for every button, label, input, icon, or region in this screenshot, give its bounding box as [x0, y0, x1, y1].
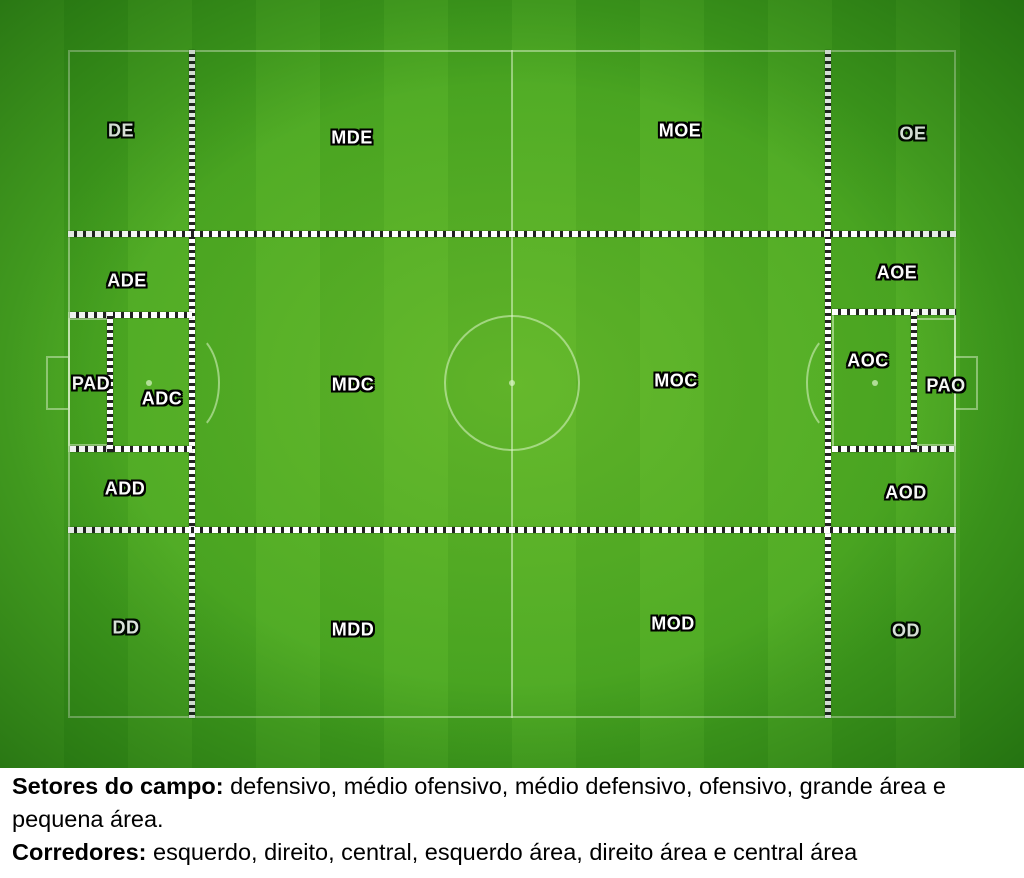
divider-right-vertical: [825, 50, 831, 718]
zone-label-dd: DD: [112, 617, 140, 638]
caption-sectors: Setores do campo: defensivo, médio ofens…: [12, 770, 1016, 836]
left-penalty-arc: [150, 330, 220, 436]
divider-right-goal-area: [911, 312, 917, 452]
zone-label-de: DE: [107, 120, 135, 141]
divider-left-area-bottom: [70, 446, 192, 452]
right-goal: [954, 356, 978, 410]
left-goal: [46, 356, 70, 410]
football-field: DE MDE MOE OE ADE AOE PAD ADC MDC MOC AO…: [0, 0, 1024, 768]
zone-label-mdc: MDC: [331, 374, 375, 395]
zone-label-od: OD: [892, 620, 920, 641]
caption-sectors-title: Setores do campo:: [12, 773, 224, 799]
zone-label-oe: OE: [899, 123, 927, 144]
left-penalty-spot: [146, 380, 152, 386]
divider-left-goal-area: [107, 312, 113, 452]
divider-top-horizontal: [68, 231, 956, 237]
center-spot: [509, 380, 515, 386]
caption-corridors: Corredores: esquerdo, direito, central, …: [12, 836, 1016, 869]
zone-label-pad: PAD: [71, 373, 111, 394]
zone-label-aoc: AOC: [847, 350, 889, 371]
zone-label-adc: ADC: [141, 388, 183, 409]
zone-label-pao: PAO: [926, 375, 966, 396]
zone-label-mde: MDE: [331, 127, 373, 148]
right-penalty-arc: [806, 330, 876, 436]
caption-corridors-text: esquerdo, direito, central, esquerdo áre…: [146, 839, 858, 865]
divider-left-area-top: [70, 312, 192, 318]
zone-label-mod: MOD: [651, 613, 695, 634]
zone-label-aod: AOD: [885, 482, 927, 503]
zone-label-ade: ADE: [107, 270, 147, 291]
zone-label-aoe: AOE: [876, 262, 918, 283]
divider-left-vertical: [189, 50, 195, 718]
caption-sectors-text: defensivo, médio ofensivo, médio defensi…: [12, 773, 946, 832]
center-circle: [444, 315, 580, 451]
zone-label-mdd: MDD: [331, 619, 375, 640]
zone-label-moe: MOE: [658, 120, 702, 141]
zone-label-add: ADD: [104, 478, 146, 499]
right-penalty-spot: [872, 380, 878, 386]
zone-label-moc: MOC: [654, 370, 698, 391]
caption: Setores do campo: defensivo, médio ofens…: [12, 770, 1016, 869]
divider-right-area-top: [832, 309, 956, 315]
divider-bottom-horizontal: [68, 527, 956, 533]
caption-corridors-title: Corredores:: [12, 839, 147, 865]
divider-right-area-bottom: [832, 446, 954, 452]
